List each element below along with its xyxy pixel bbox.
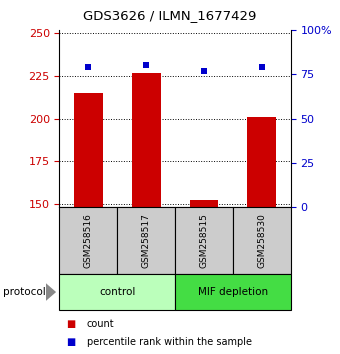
Text: GSM258530: GSM258530 <box>257 213 266 268</box>
Bar <box>175 274 291 310</box>
Bar <box>59 207 117 274</box>
Text: ■: ■ <box>66 319 75 329</box>
Text: GSM258517: GSM258517 <box>142 213 151 268</box>
Text: GSM258516: GSM258516 <box>84 213 93 268</box>
Text: control: control <box>99 287 135 297</box>
Text: ■: ■ <box>66 337 75 347</box>
Bar <box>59 274 175 310</box>
Text: percentile rank within the sample: percentile rank within the sample <box>87 337 252 347</box>
Text: count: count <box>87 319 114 329</box>
Text: GDS3626 / ILMN_1677429: GDS3626 / ILMN_1677429 <box>83 9 257 22</box>
Text: GSM258515: GSM258515 <box>200 213 208 268</box>
Text: protocol: protocol <box>3 287 46 297</box>
Bar <box>190 200 218 207</box>
Bar <box>117 207 175 274</box>
Point <box>143 63 149 68</box>
Point <box>201 68 207 74</box>
Point <box>259 64 265 70</box>
Polygon shape <box>46 283 56 301</box>
Text: MIF depletion: MIF depletion <box>198 287 268 297</box>
Bar <box>175 207 233 274</box>
Bar <box>74 93 103 207</box>
Bar <box>233 207 291 274</box>
Bar <box>132 73 161 207</box>
Point <box>86 64 91 70</box>
Bar <box>247 117 276 207</box>
